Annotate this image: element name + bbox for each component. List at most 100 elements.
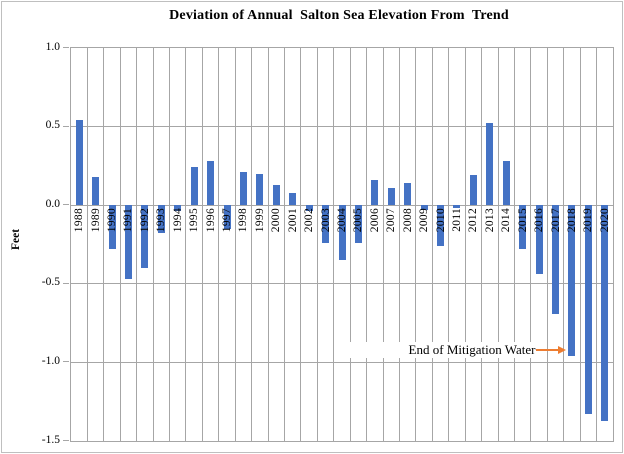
bar-1990 (108, 205, 116, 250)
v-gridline (382, 48, 384, 441)
v-gridline (530, 48, 532, 441)
bar-2018 (568, 205, 576, 357)
x-tick-label: 1999 (253, 208, 266, 233)
y-tick-label: -0.5 (41, 276, 60, 289)
bar-2012 (469, 175, 477, 206)
x-tick-label: 1991 (122, 208, 135, 233)
bar-1996 (207, 161, 215, 206)
chart-title: Deviation of Annual Salton Sea Elevation… (169, 8, 509, 23)
v-gridline (349, 48, 351, 441)
y-tick-label: 0.0 (45, 197, 60, 210)
y-axis-tick (63, 440, 69, 441)
x-tick-label: 2016 (533, 208, 546, 233)
bar-2008 (404, 183, 412, 206)
v-gridline (579, 48, 581, 441)
x-tick-label: 2003 (319, 208, 332, 233)
x-tick-label: 2002 (303, 208, 316, 233)
v-gridline (464, 48, 466, 441)
x-tick-label: 1998 (237, 208, 250, 233)
v-gridline (267, 48, 269, 441)
v-gridline (546, 48, 548, 441)
plot-area: 1988 1989 1990 1991 1992 1993 1994 1995 1996 1997… (70, 47, 614, 442)
bar-2001 (289, 192, 297, 206)
v-gridline (169, 48, 171, 441)
v-gridline (431, 48, 433, 441)
x-tick-label: 2018 (565, 208, 578, 233)
v-gridline (234, 48, 236, 441)
x-tick-label: 2005 (352, 208, 365, 233)
x-tick-label: 2009 (418, 208, 431, 233)
v-gridline (218, 48, 220, 441)
bar-2016 (535, 205, 543, 275)
bar-2002 (305, 205, 313, 212)
x-tick-label: 2020 (598, 208, 611, 233)
annotation-arrow-icon (558, 346, 567, 354)
bar-2003 (322, 205, 330, 243)
v-gridline (481, 48, 483, 441)
v-gridline (201, 48, 203, 441)
x-tick-label: 1993 (155, 208, 168, 233)
v-gridline (251, 48, 253, 441)
y-axis-title: Feet (10, 228, 22, 250)
x-tick-label: 2004 (336, 208, 348, 233)
bar-2004 (338, 205, 346, 261)
x-tick-label: 2001 (286, 208, 299, 233)
bar-2010 (437, 205, 445, 247)
h-gridline (71, 283, 613, 285)
bar-2020 (601, 205, 609, 421)
v-gridline (563, 48, 565, 441)
x-tick-label: 1994 (171, 208, 184, 233)
x-tick-label: 2019 (582, 208, 595, 233)
x-tick-label: 2008 (401, 208, 414, 233)
v-gridline (136, 48, 138, 441)
bar-1992 (141, 205, 149, 269)
x-tick-label: 2017 (549, 208, 562, 233)
h-gridline (71, 126, 613, 128)
x-tick-label: 1989 (89, 208, 102, 233)
bar-2005 (354, 205, 362, 243)
bar-2000 (272, 184, 280, 206)
y-tick-label: 1.0 (45, 40, 60, 53)
bar-2013 (486, 123, 494, 206)
v-gridline (152, 48, 154, 441)
v-gridline (86, 48, 88, 441)
bar-2014 (502, 161, 510, 206)
bar-1995 (190, 167, 198, 206)
bar-2019 (584, 205, 592, 415)
x-tick-label: 2006 (368, 208, 381, 233)
v-gridline (513, 48, 515, 441)
v-gridline (596, 48, 598, 441)
y-axis-tick (63, 361, 69, 363)
annotation-text: End of Mitigation Water (334, 342, 537, 358)
x-tick-label: 2000 (270, 208, 283, 233)
v-gridline (398, 48, 400, 441)
x-tick-label: 2011 (450, 208, 463, 232)
bar-1994 (174, 205, 182, 212)
bar-2015 (519, 205, 527, 250)
bar-2011 (453, 205, 461, 209)
v-gridline (119, 48, 121, 441)
y-tick-label: -1.5 (41, 433, 60, 446)
v-gridline (316, 48, 318, 441)
v-gridline (185, 48, 187, 441)
x-tick-label: 1988 (73, 208, 86, 233)
bar-1988 (75, 120, 83, 206)
x-tick-label: 2007 (385, 208, 398, 233)
v-gridline (415, 48, 417, 441)
y-axis-tick (63, 282, 69, 284)
x-tick-label: 1992 (138, 208, 151, 233)
bar-2017 (552, 205, 559, 314)
bar-1999 (256, 173, 264, 206)
bar-2009 (420, 205, 428, 210)
v-gridline (497, 48, 499, 441)
v-gridline (333, 48, 335, 441)
y-axis-tick (63, 204, 69, 206)
v-gridline (103, 48, 105, 441)
bar-1991 (124, 205, 132, 280)
y-axis-tick (63, 47, 69, 48)
x-tick-label: 1997 (221, 208, 234, 233)
annotation-arrow-line (535, 349, 560, 351)
v-gridline (284, 48, 285, 441)
x-tick-label: 2012 (467, 208, 480, 233)
